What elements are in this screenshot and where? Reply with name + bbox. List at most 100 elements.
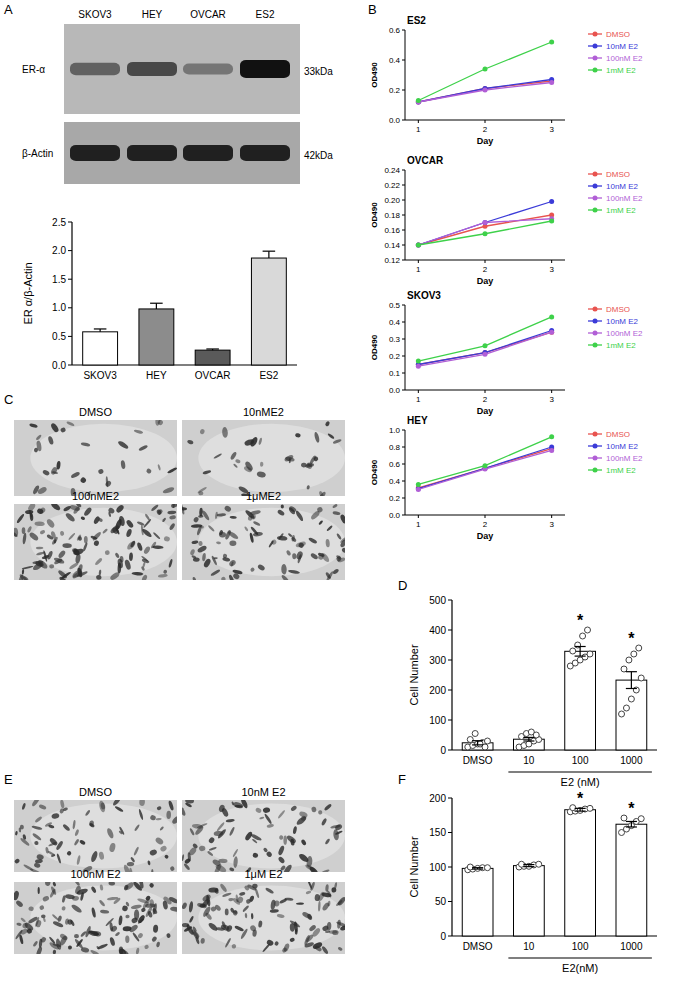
y-tick-label: 0.4 — [389, 477, 401, 486]
series-marker — [549, 434, 554, 439]
cell — [234, 925, 244, 932]
y-tick — [402, 230, 405, 231]
cell — [60, 571, 71, 580]
cell — [146, 468, 153, 475]
cell — [138, 444, 148, 451]
micrograph — [182, 504, 345, 580]
y-tick — [448, 936, 452, 937]
cell — [320, 869, 330, 872]
cell — [191, 555, 197, 560]
series-marker — [483, 352, 488, 357]
legend-label: 100nM E2 — [606, 454, 643, 463]
cell — [327, 433, 335, 440]
point — [472, 731, 478, 737]
cell — [125, 901, 130, 907]
micrograph — [182, 882, 345, 954]
cell — [75, 504, 82, 508]
cell — [53, 950, 57, 954]
panel-letter: E — [4, 772, 13, 787]
legend-label: 100nM E2 — [606, 329, 643, 338]
cell — [34, 816, 42, 824]
cell — [22, 527, 26, 534]
y-tick — [448, 867, 452, 868]
error-line — [580, 647, 581, 657]
cell — [22, 575, 29, 580]
x-tick-label: 1 — [416, 395, 421, 404]
cell — [96, 575, 102, 580]
cell — [112, 800, 122, 807]
cell — [189, 549, 195, 556]
cell — [318, 901, 321, 912]
y-label: OD490 — [370, 62, 379, 88]
legend-marker — [593, 343, 598, 348]
cell — [332, 504, 338, 509]
cell — [233, 856, 238, 868]
cell — [125, 915, 129, 919]
cell — [221, 807, 230, 818]
error-bar — [150, 303, 163, 309]
y-tick — [402, 515, 405, 516]
legend-label: 10nM E2 — [606, 317, 639, 326]
series-marker — [416, 243, 421, 248]
cell — [266, 939, 275, 947]
cell — [217, 828, 227, 839]
y-axis — [71, 222, 72, 365]
cell — [117, 558, 124, 568]
x-tick — [418, 120, 419, 123]
cell — [229, 540, 236, 546]
error-cap — [626, 821, 637, 822]
annotation: * — [577, 790, 584, 807]
series-marker — [416, 487, 421, 492]
lane-label: ES2 — [256, 9, 275, 20]
cell — [153, 532, 161, 540]
cell — [246, 899, 252, 905]
cell — [182, 902, 188, 910]
cell — [70, 903, 83, 914]
cell — [281, 504, 284, 508]
micrographs: DMSO10nM E2100nM E21μM E2 — [12, 786, 348, 958]
micrograph — [14, 882, 177, 954]
y-tick — [448, 600, 452, 601]
cell — [222, 557, 230, 563]
micrograph-glow — [30, 424, 177, 492]
cell — [50, 504, 61, 512]
cell — [149, 814, 156, 821]
cell — [111, 526, 120, 535]
cell — [83, 506, 93, 516]
cell — [335, 899, 343, 907]
error-bar — [472, 868, 483, 869]
y-tick — [402, 390, 405, 391]
cell — [60, 427, 66, 433]
cell — [339, 539, 345, 549]
cell — [76, 855, 81, 865]
cell — [47, 436, 54, 446]
cell — [260, 462, 264, 467]
x-tick-label: HEY — [146, 370, 167, 381]
cell — [93, 540, 99, 547]
cell — [216, 927, 225, 931]
y-tick — [402, 215, 405, 216]
series-line — [418, 437, 551, 485]
panel-letter: B — [368, 2, 377, 17]
y-tick-label: 2.0 — [52, 245, 66, 256]
y-tick — [448, 901, 452, 902]
legend-marker — [593, 432, 598, 437]
blot-membrane — [64, 122, 300, 184]
error-bar — [206, 349, 219, 350]
cell — [155, 420, 162, 426]
y-tick — [448, 630, 452, 631]
series-marker — [483, 88, 488, 93]
bar — [462, 868, 493, 936]
cell — [296, 902, 304, 905]
y-tick — [402, 60, 405, 61]
cell — [99, 884, 103, 891]
y-tick-label: 200 — [429, 793, 446, 804]
line-chart: 0.00.10.20.30.40.5123SKOV3DayOD490DMSO10… — [370, 290, 643, 416]
y-tick-label: 100 — [429, 862, 446, 873]
cell — [264, 813, 273, 825]
cell — [288, 533, 293, 538]
bar — [565, 810, 596, 936]
cell — [20, 824, 25, 829]
y-tick-label: 0.20 — [384, 196, 400, 205]
cell — [326, 525, 333, 532]
